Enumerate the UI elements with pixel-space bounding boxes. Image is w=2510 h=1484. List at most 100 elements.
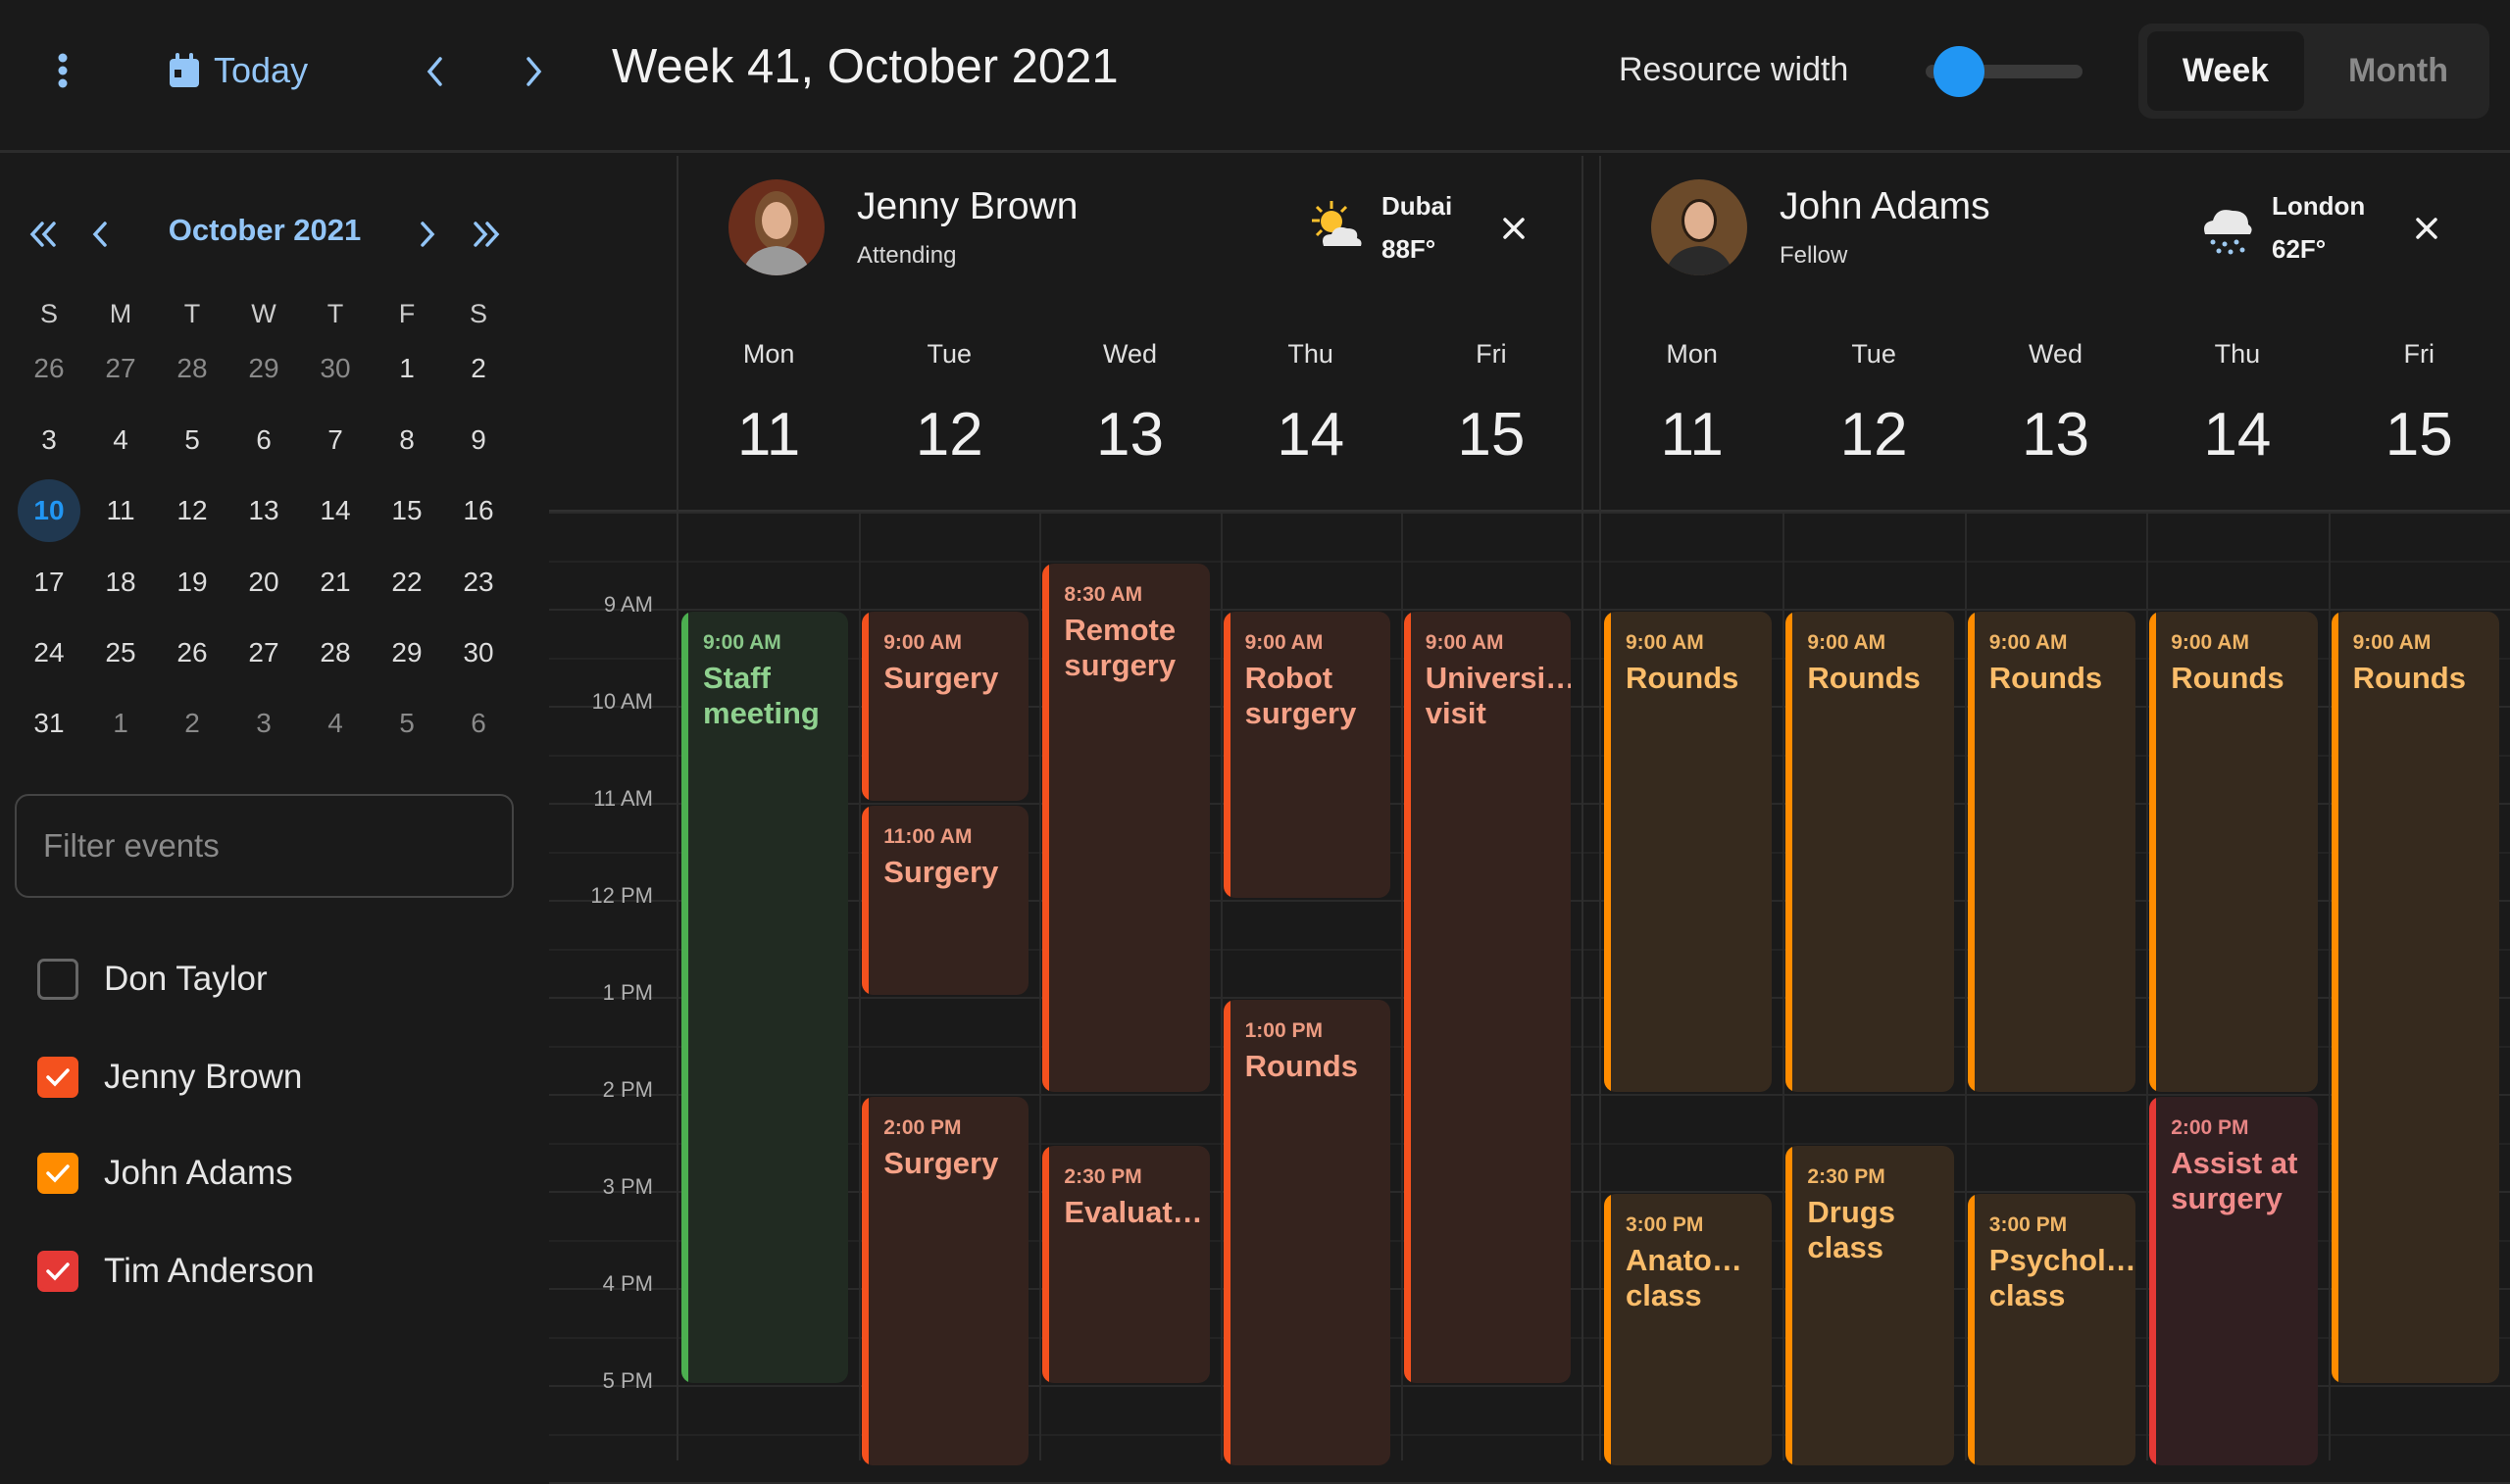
checkbox[interactable] <box>37 959 78 1000</box>
resource-width-slider[interactable] <box>1926 46 2083 97</box>
event-card[interactable]: 3:00 PM Psychol… class <box>1967 1194 2136 1465</box>
event-card[interactable]: 3:00 PM Anato… class <box>1604 1194 1773 1465</box>
event-card[interactable]: 1:00 PM Rounds <box>1223 1000 1390 1465</box>
mini-calendar-day[interactable]: 27 <box>248 637 279 668</box>
mini-calendar-today[interactable]: 10 <box>18 479 80 542</box>
mini-calendar-day[interactable]: 19 <box>176 567 208 597</box>
close-resource-button[interactable] <box>2405 207 2448 250</box>
close-icon <box>1503 218 1525 239</box>
mini-calendar-day[interactable]: 21 <box>320 567 351 597</box>
mini-calendar-day[interactable]: 4 <box>113 424 128 455</box>
checkbox[interactable] <box>37 1251 78 1292</box>
checkbox-john-adams[interactable]: John Adams <box>37 1149 293 1198</box>
mini-calendar-day[interactable]: 14 <box>320 495 351 525</box>
event-card[interactable]: 9:00 AM Rounds <box>1967 612 2136 1092</box>
event-card[interactable]: 9:00 AM Robot surgery <box>1223 612 1390 898</box>
mini-calendar-day[interactable]: 22 <box>391 567 423 597</box>
mini-calendar-day[interactable]: 3 <box>41 424 57 455</box>
day-number[interactable]: 11 <box>736 401 801 469</box>
mini-calendar-day[interactable]: 26 <box>176 637 208 668</box>
mini-calendar-day[interactable]: 25 <box>105 637 136 668</box>
mini-calendar-day[interactable]: 5 <box>399 708 415 738</box>
event-card[interactable]: 2:00 PM Surgery <box>862 1097 1029 1465</box>
day-number[interactable]: 15 <box>1457 401 1526 469</box>
event-card[interactable]: 9:00 AM Rounds <box>1785 612 1954 1092</box>
mini-calendar-day[interactable]: 31 <box>33 708 65 738</box>
checkbox[interactable] <box>37 1057 78 1098</box>
checkbox-don-taylor[interactable]: Don Taylor <box>37 955 268 1004</box>
next-year-button[interactable] <box>465 215 508 254</box>
previous-year-button[interactable] <box>22 215 65 254</box>
next-month-button[interactable] <box>408 215 447 254</box>
event-card[interactable]: 2:30 PM Evaluat… <box>1042 1145 1210 1383</box>
previous-week-button[interactable] <box>410 45 459 98</box>
day-number[interactable]: 11 <box>1660 401 1724 469</box>
day-number[interactable]: 13 <box>1096 401 1164 469</box>
mini-calendar-day[interactable]: 29 <box>391 637 423 668</box>
mini-calendar-day[interactable]: 30 <box>320 353 351 383</box>
checkbox[interactable] <box>37 1153 78 1194</box>
mini-calendar-day[interactable]: 6 <box>471 708 486 738</box>
event-card[interactable]: 9:00 AM Universi… visit <box>1403 612 1571 1383</box>
mini-calendar-day[interactable]: 3 <box>256 708 272 738</box>
mini-calendar-day[interactable]: 30 <box>463 637 494 668</box>
day-number[interactable]: 12 <box>915 401 983 469</box>
next-week-button[interactable] <box>510 45 559 98</box>
mini-calendar-day[interactable]: 7 <box>327 424 343 455</box>
close-resource-button[interactable] <box>1492 207 1535 250</box>
event-card[interactable]: 8:30 AM Remote surgery <box>1042 563 1210 1092</box>
mini-calendar-day[interactable]: 1 <box>113 708 128 738</box>
mini-calendar-day[interactable]: 11 <box>106 495 135 525</box>
mini-calendar-day[interactable]: 2 <box>184 708 200 738</box>
more-menu-button[interactable] <box>43 47 82 94</box>
day-number[interactable]: 14 <box>1277 401 1345 469</box>
mini-calendar-day[interactable]: 24 <box>33 637 65 668</box>
mini-calendar-day[interactable]: 13 <box>248 495 279 525</box>
mini-calendar-day[interactable]: 28 <box>320 637 351 668</box>
mini-calendar-day[interactable]: 28 <box>176 353 208 383</box>
event-color-bar <box>2331 612 2338 1383</box>
hour-line <box>549 512 2510 514</box>
event-card[interactable]: 9:00 AM Rounds <box>2331 612 2499 1383</box>
mini-calendar-day[interactable]: 27 <box>105 353 136 383</box>
event-card[interactable]: 9:00 AM Rounds <box>1604 612 1773 1092</box>
mini-calendar-day[interactable]: 9 <box>471 424 486 455</box>
today-button[interactable]: Today <box>169 43 308 98</box>
mini-calendar-day[interactable]: 20 <box>248 567 279 597</box>
mini-calendar-day[interactable]: 26 <box>33 353 65 383</box>
event-card[interactable]: 11:00 AM Surgery <box>862 806 1029 995</box>
mini-calendar-day[interactable]: 4 <box>327 708 343 738</box>
event-card[interactable]: 9:00 AM Staff meeting <box>681 612 849 1383</box>
mini-calendar-day[interactable]: 2 <box>471 353 486 383</box>
day-number[interactable]: 13 <box>2022 401 2089 469</box>
mini-calendar-day[interactable]: 15 <box>391 495 423 525</box>
previous-month-button[interactable] <box>80 215 120 254</box>
event-card[interactable]: 2:30 PM Drugs class <box>1785 1145 1954 1465</box>
mini-calendar-day[interactable]: 1 <box>399 353 415 383</box>
event-card[interactable]: 9:00 AM Surgery <box>862 612 1029 801</box>
mini-calendar-day[interactable]: 5 <box>184 424 200 455</box>
mini-calendar-title[interactable]: October 2021 <box>168 213 362 247</box>
checkbox-tim-anderson[interactable]: Tim Anderson <box>37 1247 315 1296</box>
mini-calendar-day[interactable]: 23 <box>463 567 494 597</box>
filter-events-input[interactable] <box>15 794 514 898</box>
day-number[interactable]: 15 <box>2384 401 2453 469</box>
mini-calendar-day[interactable]: 6 <box>256 424 272 455</box>
event-card[interactable]: 2:00 PM Assist at surgery <box>2149 1097 2318 1465</box>
week-view-button[interactable]: Week <box>2147 31 2304 111</box>
mini-calendar-day[interactable]: 16 <box>463 495 494 525</box>
mini-calendar-day[interactable]: 29 <box>248 353 279 383</box>
mini-calendar-day[interactable]: 17 <box>33 567 65 597</box>
checkbox-jenny-brown[interactable]: Jenny Brown <box>37 1053 302 1102</box>
slider-thumb[interactable] <box>1933 46 1984 97</box>
event-time: 1:00 PM <box>1244 1019 1323 1042</box>
event-title: Psychol… class <box>1988 1243 2136 1312</box>
month-view-button[interactable]: Month <box>2348 52 2448 89</box>
day-number[interactable]: 12 <box>1839 401 1908 469</box>
mini-calendar-day[interactable]: 18 <box>105 567 136 597</box>
event-card[interactable]: 9:00 AM Rounds <box>2149 612 2318 1092</box>
day-number[interactable]: 14 <box>2203 401 2272 469</box>
event-time: 9:00 AM <box>703 631 781 654</box>
mini-calendar-day[interactable]: 12 <box>176 495 208 525</box>
mini-calendar-day[interactable]: 8 <box>399 424 415 455</box>
